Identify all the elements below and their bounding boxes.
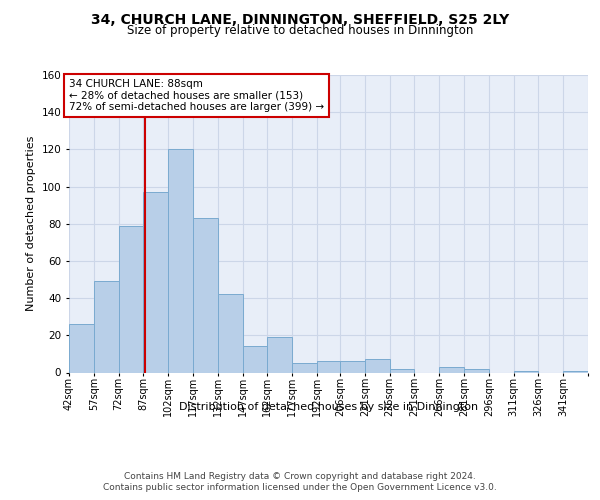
Bar xyxy=(439,367,464,372)
Bar xyxy=(69,324,94,372)
Bar xyxy=(218,294,242,372)
Text: Size of property relative to detached houses in Dinnington: Size of property relative to detached ho… xyxy=(127,24,473,37)
Bar xyxy=(143,192,168,372)
Bar xyxy=(340,362,365,372)
Bar xyxy=(563,370,588,372)
Text: 34 CHURCH LANE: 88sqm
← 28% of detached houses are smaller (153)
72% of semi-det: 34 CHURCH LANE: 88sqm ← 28% of detached … xyxy=(69,78,324,112)
Bar xyxy=(168,150,193,372)
Bar xyxy=(389,369,415,372)
Bar xyxy=(268,337,292,372)
Bar xyxy=(193,218,218,372)
Bar xyxy=(464,369,489,372)
Text: 34, CHURCH LANE, DINNINGTON, SHEFFIELD, S25 2LY: 34, CHURCH LANE, DINNINGTON, SHEFFIELD, … xyxy=(91,12,509,26)
Bar xyxy=(514,370,538,372)
Bar xyxy=(94,282,119,372)
Bar xyxy=(242,346,268,372)
Bar xyxy=(119,226,143,372)
Y-axis label: Number of detached properties: Number of detached properties xyxy=(26,136,36,312)
Bar xyxy=(317,362,342,372)
Text: Distribution of detached houses by size in Dinnington: Distribution of detached houses by size … xyxy=(179,402,478,412)
Bar xyxy=(365,360,389,372)
Text: Contains HM Land Registry data © Crown copyright and database right 2024.
Contai: Contains HM Land Registry data © Crown c… xyxy=(103,472,497,492)
Bar xyxy=(292,363,317,372)
